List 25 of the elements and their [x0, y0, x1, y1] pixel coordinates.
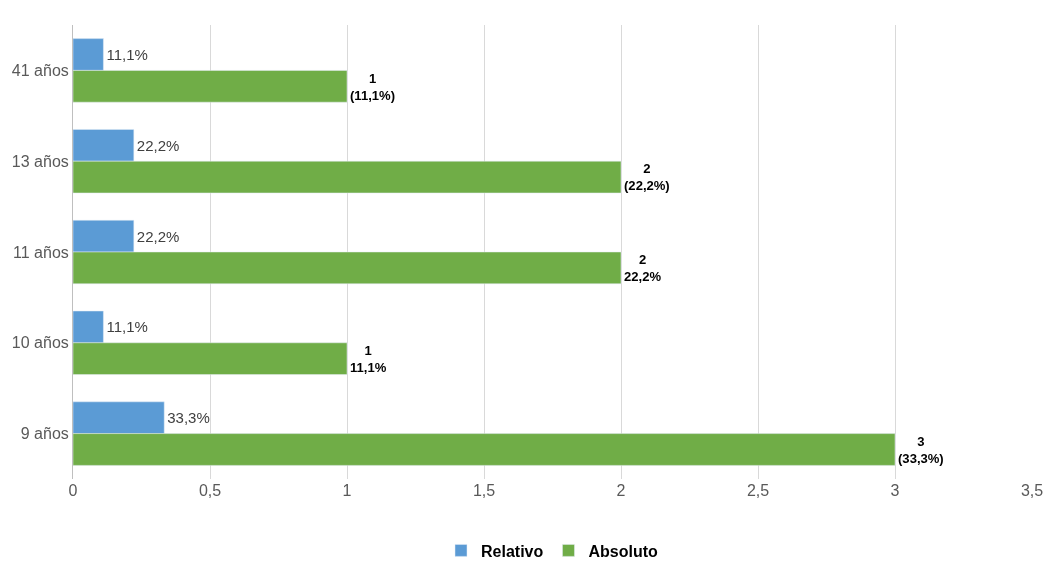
y-tick-label: 13 años: [11, 152, 69, 170]
data-label: 2 22,2%: [624, 252, 662, 285]
legend-label: Relativo: [481, 542, 544, 560]
data-label: 11,1%: [106, 318, 148, 336]
x-tick-label: 1,5: [472, 482, 496, 499]
data-label: 3 (33,3%): [898, 433, 944, 466]
y-tick-label: 9 años: [20, 425, 69, 443]
data-label: 22,2%: [136, 227, 180, 245]
y-tick-label: 10 años: [11, 334, 69, 352]
x-tick-label: 0: [68, 482, 78, 499]
data-label: 1 (11,1%): [350, 70, 395, 103]
data-label: 11,1%: [106, 46, 148, 64]
y-tick-label: 11 años: [13, 243, 69, 261]
data-label: 1 11,1%: [350, 342, 387, 375]
data-label: 33,3%: [167, 409, 210, 427]
x-tick-label: 2: [616, 482, 626, 499]
x-tick-label: 0,5: [198, 482, 222, 499]
x-tick-label: 3,5: [1020, 482, 1044, 499]
data-label: 22,2%: [136, 136, 180, 154]
x-tick-label: 1: [342, 482, 352, 499]
legend-label: Absoluto: [588, 542, 659, 560]
x-tick-label: 3: [890, 482, 900, 499]
y-tick-label: 41 años: [11, 62, 69, 79]
x-tick-label: 2,5: [746, 482, 770, 499]
data-label: 2 (22,2%): [624, 161, 670, 194]
